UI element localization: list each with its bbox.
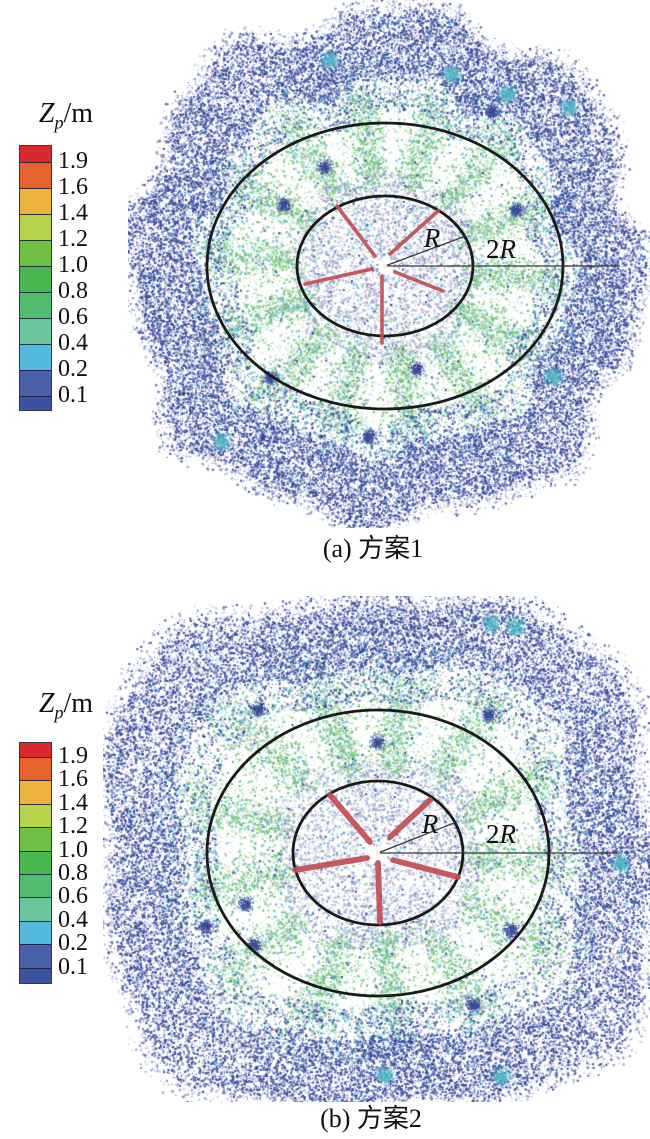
colorbar-tick-label: 1.4 [58,789,88,816]
colorbar-tick-label: 1.4 [58,200,88,226]
disc-center-dot [382,263,388,269]
radius-r-label: R [423,223,441,253]
spreader-vane [292,855,370,873]
colorbar-tick-label: 1.6 [58,766,88,793]
colorbar-segment [20,967,51,983]
colorbar-tick-label: 1.2 [58,226,88,252]
colorbar-subscript: p [54,112,64,133]
colorbar-tick-label: 0.8 [58,278,88,304]
radius-2r-label: 2R [486,819,517,849]
colorbar-symbol: Z [38,98,55,129]
colorbar-tick-label: 0.8 [58,860,88,886]
colorbar-tick-label: 0.4 [58,330,88,356]
colorbar-segment [20,850,51,874]
colorbar-segment [20,162,51,188]
colorbar-tick-label: 0.4 [58,906,88,933]
panel-b-scatter-canvas [103,596,650,1102]
colorbar-tick-label: 0.6 [58,883,88,910]
colorbar-tick-label: 0.2 [58,930,88,957]
colorbar-segment [20,318,51,344]
panel-a-caption: (a) 方案1 [322,534,424,563]
colorbar-scale [19,742,52,984]
colorbar-segment [20,743,51,757]
colorbar-segment [20,292,51,318]
colorbar-segment [20,920,51,945]
colorbar-subscript: p [54,702,64,723]
colorbar-segment [20,827,51,851]
colorbar-segment [20,344,51,370]
colorbar-symbol: Z [38,688,55,719]
radius-r-line [377,821,456,854]
colorbar-tick-label: 0.6 [58,304,88,330]
radius-2r-label: 2R [486,234,517,264]
colorbar-segment [20,214,51,240]
colorbar-unit: /m [63,688,94,719]
colorbar-segment [20,944,51,968]
colorbar-title: Zp/m [14,98,118,133]
colorbar-scale [19,145,52,411]
colorbar-segment [20,240,51,266]
colorbar-segment [20,396,51,410]
spreader-vane [335,204,377,258]
spreader-vane [387,797,433,840]
panel-b-overlay: R 2R [205,708,617,998]
colorbar-tick-label: 1.9 [58,743,88,769]
colorbar-tick-label: 0.1 [58,953,88,980]
colorbar-tick-label: 1.0 [58,252,88,278]
disc-center-dot [375,850,381,856]
colorbar-tick-label: 1.6 [58,174,88,200]
colorbar-segment [20,897,51,921]
panel-a-overlay: R 2R [205,121,620,411]
spreader-vane [390,857,461,880]
colorbar-title: Zp/m [14,688,118,723]
colorbar-tick-label: 1.0 [58,836,88,863]
colorbar-segment [20,146,51,162]
radius-r-line [384,235,465,267]
colorbar-segment [20,188,51,214]
spreader-vane [393,270,445,293]
colorbar-segment [20,873,51,898]
colorbar-segment [20,780,51,804]
colorbar-tick-label: 0.1 [58,382,88,408]
colorbar-tick-label: 1.9 [58,148,88,174]
colorbar-segment [20,370,51,396]
spreader-vane [388,209,440,256]
radius-r-label: R [421,809,439,839]
colorbar-segment [20,266,51,292]
colorbar-tick-label: 0.2 [58,356,88,382]
spreader-vane [327,792,373,845]
colorbar-segment [20,757,51,781]
colorbar-segment [20,803,51,828]
spreader-vane [303,267,374,286]
spreader-vane [375,860,383,925]
colorbar-tick-label: 1.2 [58,813,88,840]
colorbar-unit: /m [63,98,94,129]
panel-b-caption: (b) 方案2 [320,1104,422,1133]
